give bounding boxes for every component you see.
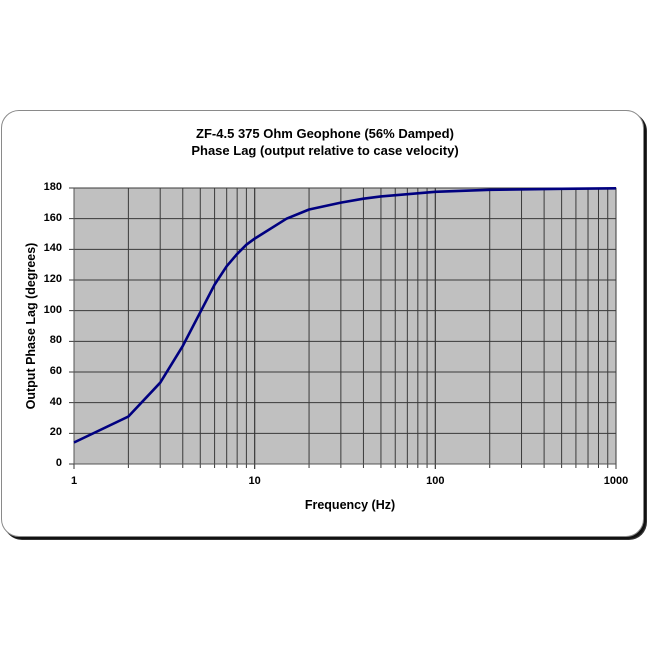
plot-background	[73, 187, 617, 465]
y-tick-label: 160	[43, 211, 62, 224]
chart-subtitle: Phase Lag (output relative to case veloc…	[191, 143, 459, 158]
y-tick-label: 180	[43, 181, 62, 193]
x-tick-label: 10	[248, 475, 261, 487]
chart-title: ZF-4.5 375 Ohm Geophone (56% Damped)	[196, 126, 454, 141]
x-tick-label: 1000	[603, 475, 629, 487]
phase-lag-line	[73, 187, 617, 444]
y-axis-label: Output Phase Lag (degrees)	[24, 242, 38, 410]
y-tick-label: 20	[49, 426, 62, 439]
x-tick-label: 1	[70, 475, 78, 487]
y-tick-label: 40	[49, 395, 62, 408]
x-axis-label: Frequency (Hz)	[304, 498, 396, 512]
y-tick-label: 140	[43, 242, 62, 255]
y-tick-label: 120	[43, 273, 62, 285]
y-tick-label: 60	[49, 365, 62, 377]
y-tick-label: 0	[55, 457, 62, 469]
y-tick-label: 100	[43, 303, 62, 316]
x-tick-label: 100	[426, 475, 445, 487]
y-tick-label: 80	[49, 334, 62, 347]
